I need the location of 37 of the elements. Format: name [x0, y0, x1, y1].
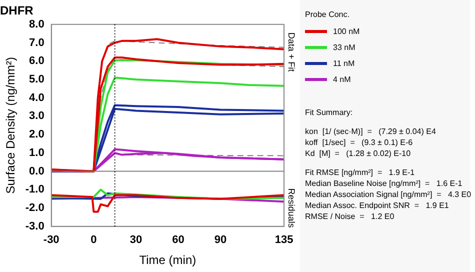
text: RMSE / Noise = 1.2 E0 [305, 211, 396, 222]
text: Data + Fit [286, 32, 297, 72]
legend-label: 33 nM [333, 42, 356, 52]
y-tick-label: 0.0 [29, 165, 44, 178]
y-tick-label: -1.0 [25, 184, 44, 196]
x-tick-label: 135 [274, 234, 294, 246]
text: Median Association Signal [ng/mm²] = 4.3 E0 [305, 189, 472, 200]
legend-title: Probe Conc. [305, 10, 350, 19]
text: Median Baseline Noise [ng/mm²] = 1.6 E-1 [305, 178, 464, 189]
y-tick-label: 4.0 [29, 92, 44, 104]
legend-label: 4 nM [333, 74, 351, 84]
text: kon [1/ (sec·M)] = (7.29 ± 0.04) E4 [305, 126, 437, 137]
text: Residuals [286, 188, 297, 228]
text: koff [1/sec] = (9.3 ± 0.1) E-6 [305, 137, 414, 148]
x-axis-title: Time (min) [139, 253, 196, 268]
y-tick-label: 2.0 [29, 128, 44, 141]
y-tick-label: 5.0 [29, 74, 44, 86]
text: Kd [M] = (1.28 ± 0.02) E-10 [305, 148, 412, 159]
text: Median Assoc. Endpoint SNR = 1.9 E1 [305, 200, 450, 211]
x-tick-label: 60 [172, 234, 184, 246]
chart-title: DHFR [0, 4, 34, 18]
x-tick-label: 0 [90, 234, 97, 246]
y-tick-label: 7.0 [29, 36, 44, 49]
x-tick-label: 90 [214, 234, 227, 246]
x-tick-label: 30 [130, 234, 142, 246]
y-axis-title: Surface Density (ng/mm²) [4, 57, 18, 194]
y-tick-label: -3.0 [25, 220, 44, 232]
legend-label: 100 nM [333, 26, 360, 36]
y-tick-label: 3.0 [29, 110, 44, 122]
legend-label: 11 nM [333, 58, 355, 68]
y-tick-label: 1.0 [29, 146, 44, 159]
y-tick-label: -2.0 [25, 202, 44, 214]
text: Fit RMSE [ng/mm²] = 1.9 E-1 [305, 167, 416, 178]
y-tick-label: 6.0 [29, 55, 44, 68]
y-tick-label: 8.0 [29, 18, 44, 30]
text: Fit Summary: [305, 107, 354, 118]
x-tick-label: -30 [43, 234, 60, 246]
